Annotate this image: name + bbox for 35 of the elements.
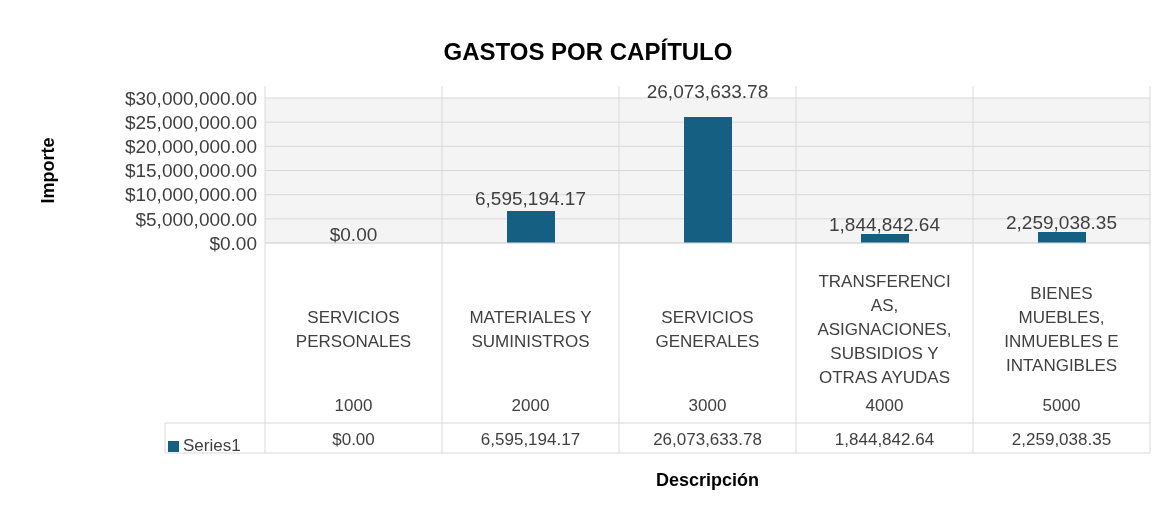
legend-label: Series1	[183, 436, 241, 456]
y-axis-title: Importe	[38, 137, 59, 204]
chart-title: GASTOS POR CAPÍTULO	[442, 38, 734, 66]
bar	[684, 116, 732, 243]
y-tick-label: $30,000,000.00	[124, 87, 257, 109]
y-tick-label: $20,000,000.00	[124, 136, 257, 158]
x-axis-title: Descripción	[655, 470, 760, 490]
x-tick-label: TRANSFERENCIAS, ASIGNACIONES, SUBSIDIOS Y OTRAS AYUDAS	[817, 272, 952, 387]
data-label: $0.00	[332, 430, 375, 449]
x-tick-label: SERVICIOS GENERALES	[655, 308, 760, 351]
text: 26,073,633.78	[646, 80, 769, 102]
data-label: 26,073,633.78	[653, 430, 762, 449]
data-label: 1,844,842.64	[834, 430, 935, 449]
text: 3000	[688, 396, 727, 415]
y-tick-label: $5,000,000.00	[135, 208, 257, 230]
text: 4000	[865, 396, 904, 415]
text: 2,259,038.35	[1006, 211, 1117, 233]
text: 2000	[511, 396, 550, 415]
text: $0.00	[329, 224, 378, 245]
bar	[507, 211, 555, 243]
y-tick-label: $10,000,000.00	[124, 184, 257, 206]
text: 5000	[1042, 396, 1081, 415]
x-tick-label: BIENES MUEBLES, INMUEBLES E INTANGIBLES	[1004, 284, 1119, 375]
y-tick-label: $0.00	[209, 232, 257, 254]
data-label: 6,595,194.17	[480, 430, 581, 449]
bar	[861, 234, 909, 243]
y-tick-label: $25,000,000.00	[124, 111, 257, 133]
y-tick-label: $15,000,000.00	[124, 160, 257, 182]
text: 6,595,194.17	[475, 187, 586, 209]
text: 1000	[334, 396, 373, 415]
x-tick-label: SERVICIOS PERSONALES	[295, 308, 412, 351]
x-tick-label: MATERIALES Y SUMINISTROS	[469, 308, 592, 351]
data-label: 2,259,038.35	[1011, 430, 1112, 449]
text: 1,844,842.64	[829, 213, 940, 235]
bar	[1038, 232, 1086, 243]
